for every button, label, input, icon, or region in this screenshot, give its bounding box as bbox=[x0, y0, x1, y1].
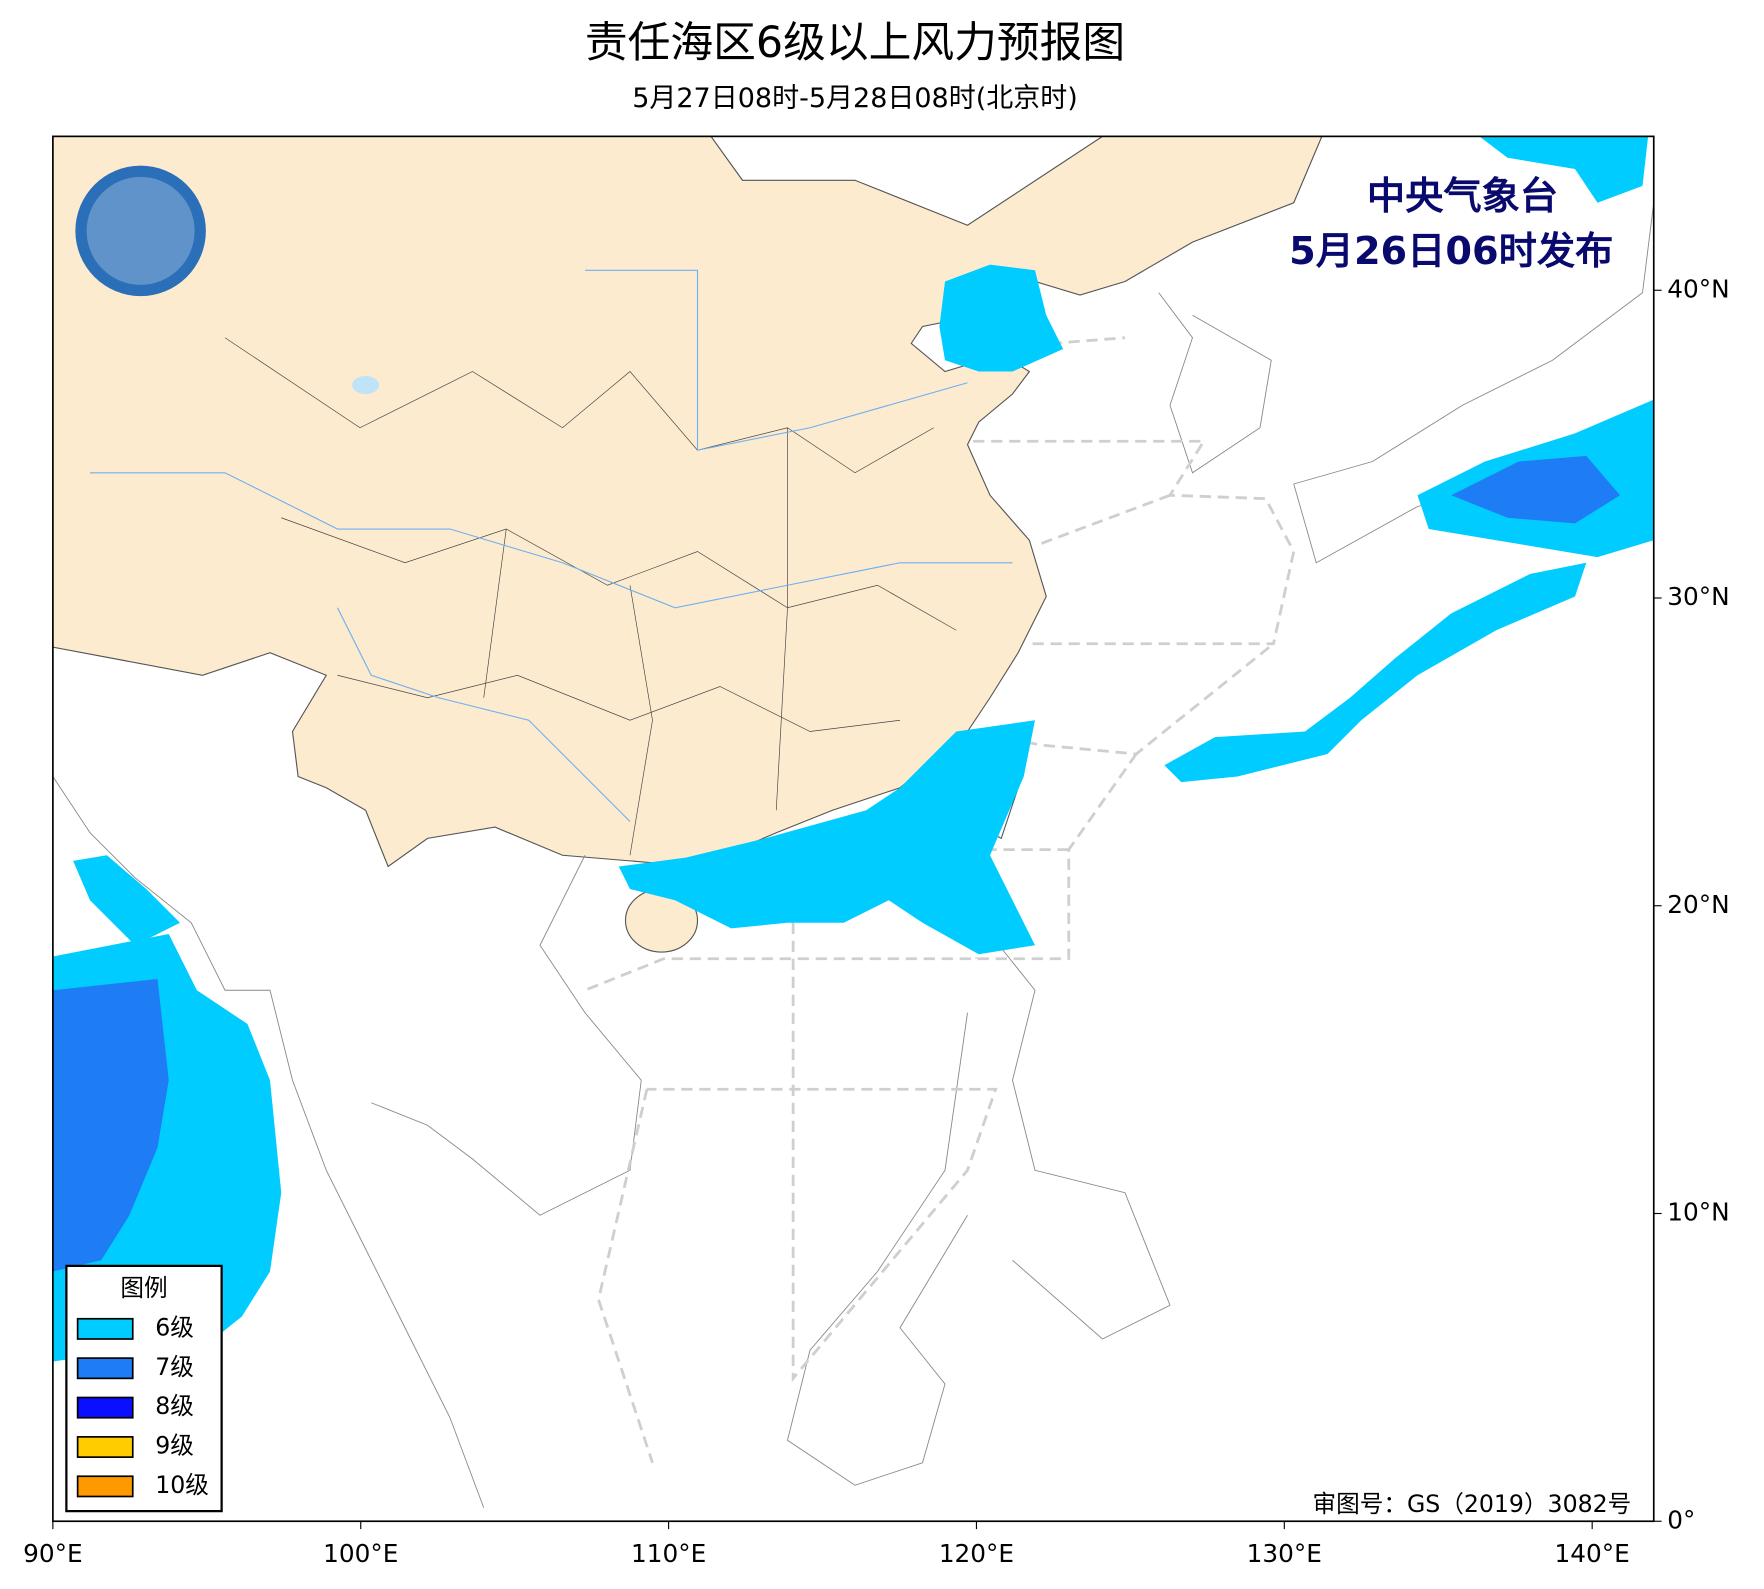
wind-zone bbox=[1451, 455, 1620, 524]
map-frame bbox=[52, 135, 1655, 1523]
legend-swatch bbox=[76, 1436, 134, 1458]
legend-swatch bbox=[76, 1357, 134, 1380]
lake bbox=[352, 376, 380, 394]
y-tick-label: 30°N bbox=[1667, 582, 1729, 611]
y-tick-label: 20°N bbox=[1667, 890, 1729, 919]
legend-label: 10级 bbox=[155, 1471, 209, 1499]
logo bbox=[75, 165, 206, 297]
legend-swatch bbox=[76, 1317, 134, 1340]
subtitle: 5月27日08时-5月28日08时(北京时) bbox=[632, 83, 1078, 114]
wind-zone bbox=[939, 264, 1064, 372]
issue-time: 5月26日06时发布 bbox=[1289, 229, 1613, 274]
province-borders bbox=[224, 337, 957, 856]
x-tick-label: 130°E bbox=[1247, 1539, 1322, 1568]
wind-zone bbox=[52, 979, 169, 1272]
approval-number: 审图号：GS（2019）3082号 bbox=[1313, 1490, 1632, 1518]
legend-title: 图例 bbox=[120, 1274, 167, 1302]
legend-label: 8级 bbox=[155, 1392, 194, 1420]
china-land bbox=[52, 136, 1323, 868]
x-tick-label: 120°E bbox=[939, 1539, 1014, 1568]
map-area bbox=[52, 136, 1654, 1522]
title: 责任海区6级以上风力预报图 bbox=[585, 18, 1125, 68]
y-tick-label: 40°N bbox=[1667, 274, 1729, 303]
legend-box bbox=[65, 1264, 223, 1513]
legend: 图例 6级 7级 8级 9级 10级 bbox=[65, 1264, 223, 1513]
x-tick-label: 110°E bbox=[631, 1539, 706, 1568]
publisher: 中央气象台 bbox=[1367, 174, 1558, 219]
y-tick-label: 0° bbox=[1667, 1505, 1695, 1534]
x-tick-label: 90°E bbox=[23, 1539, 83, 1568]
x-tick-label: 140°E bbox=[1555, 1539, 1630, 1568]
legend-swatch bbox=[76, 1475, 134, 1498]
coastlines bbox=[52, 202, 1654, 1508]
logo-inner bbox=[86, 176, 195, 285]
wind-zone bbox=[73, 855, 180, 946]
wind-zone bbox=[1164, 562, 1587, 783]
legend-label: 7级 bbox=[155, 1353, 194, 1381]
legend-swatch bbox=[76, 1396, 134, 1419]
legend-label: 9级 bbox=[155, 1432, 194, 1460]
wind-zone bbox=[1479, 136, 1649, 203]
legend-label: 6级 bbox=[155, 1313, 194, 1341]
wind-zone bbox=[618, 720, 1035, 955]
wind-zones bbox=[52, 136, 1654, 1362]
x-tick-label: 100°E bbox=[323, 1539, 398, 1568]
rivers bbox=[90, 269, 1013, 822]
y-tick-label: 10°N bbox=[1667, 1198, 1729, 1227]
